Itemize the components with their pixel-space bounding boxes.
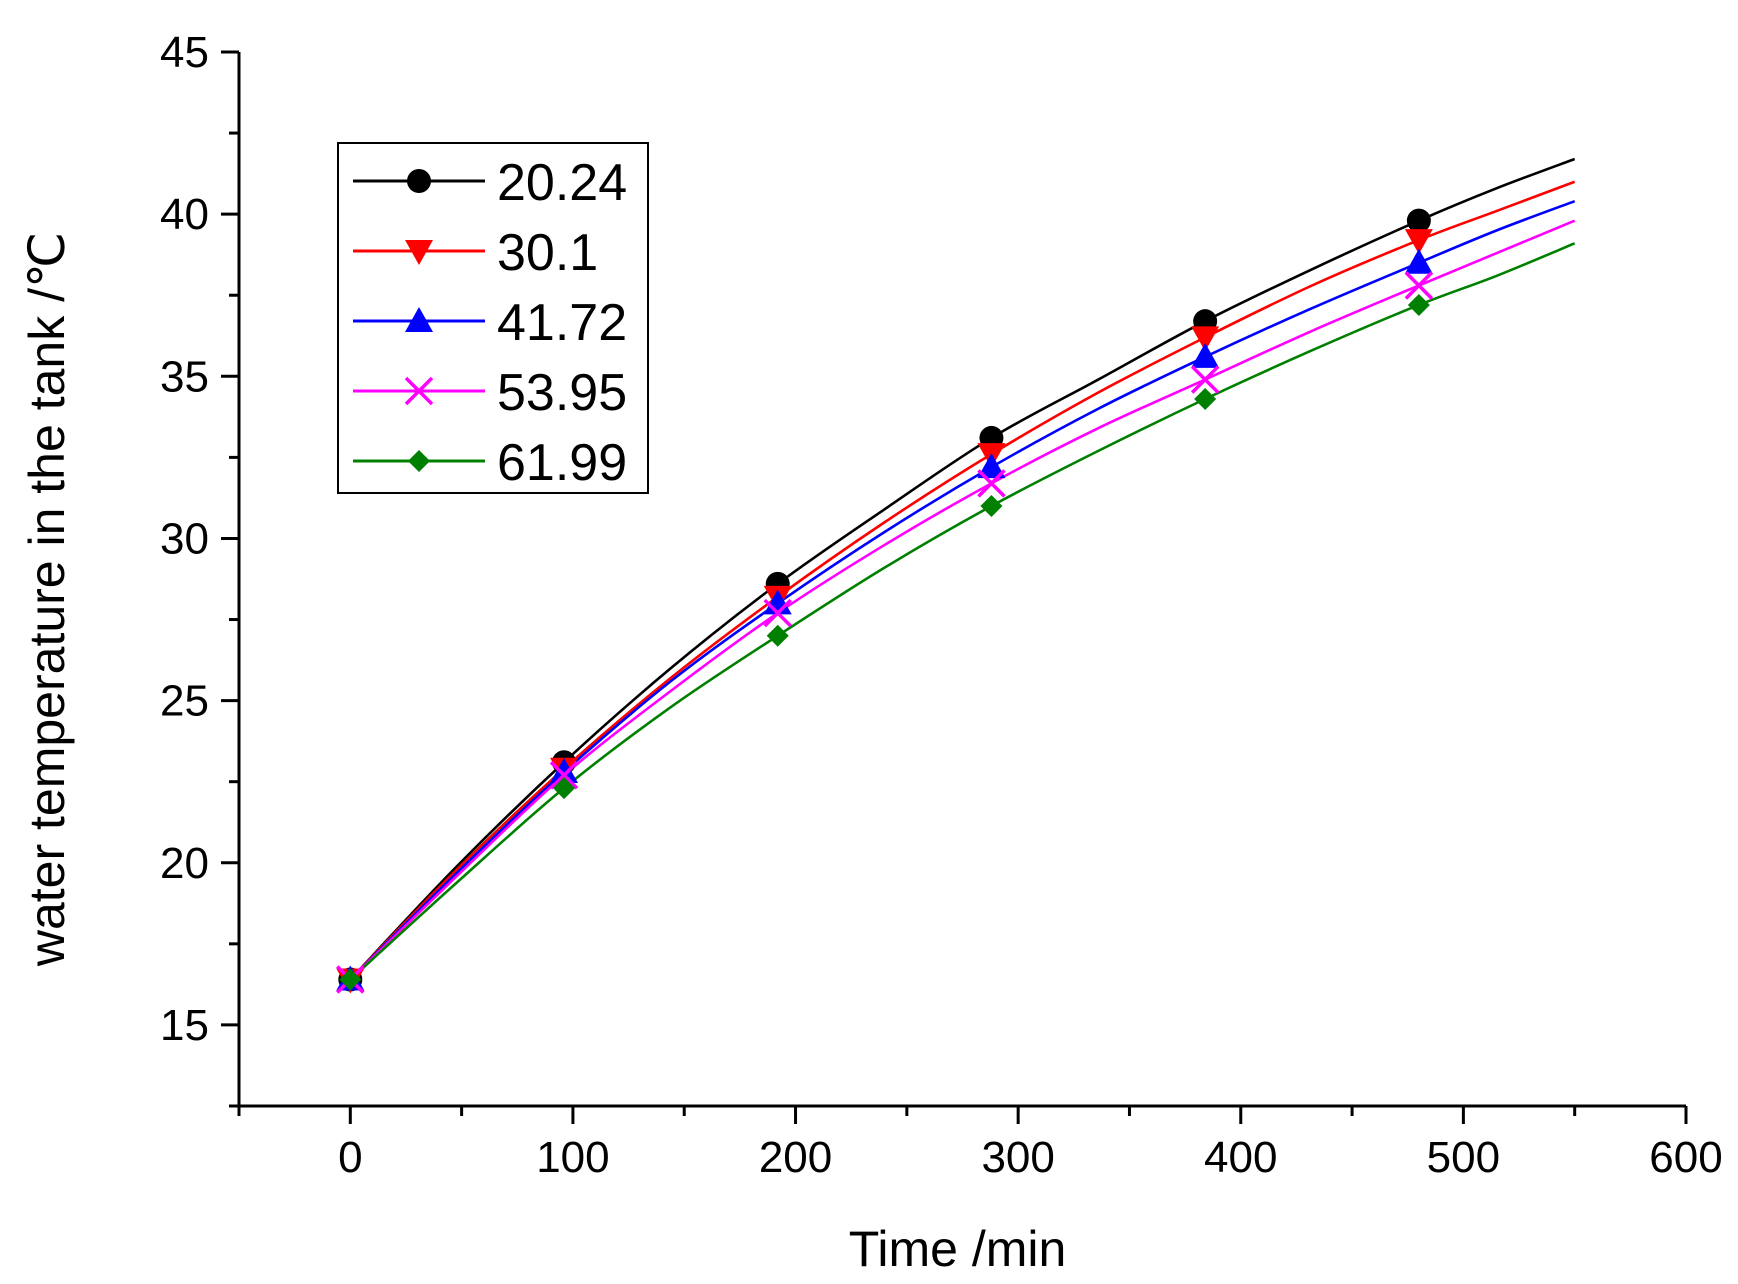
legend-label: 20.24 xyxy=(497,154,627,212)
legend-label: 61.99 xyxy=(497,434,627,492)
x-tick-label: 200 xyxy=(759,1133,832,1182)
x-tick-label: 100 xyxy=(536,1133,609,1182)
data-point-61.99 xyxy=(339,968,362,991)
data-point-53.95 xyxy=(763,598,792,628)
y-tick-label: 45 xyxy=(160,28,209,77)
data-point-30.1 xyxy=(1404,229,1433,255)
data-point-20.24 xyxy=(1406,208,1431,233)
legend-marker-30.1 xyxy=(405,240,433,265)
data-point-41.72 xyxy=(550,757,579,783)
series-markers xyxy=(336,208,1434,994)
legend-box xyxy=(337,142,649,494)
y-tick-label: 15 xyxy=(160,1001,209,1050)
x-tick-label: 0 xyxy=(338,1133,362,1182)
x-tick-label: 600 xyxy=(1649,1133,1722,1182)
data-point-53.95 xyxy=(1190,365,1220,394)
axes: 15 20 25 30 35 40 45 0 100 200 300 400 500 600 xyxy=(160,28,1723,1182)
legend-label: 41.72 xyxy=(497,294,627,352)
data-point-53.95 xyxy=(549,760,579,790)
series-line-61.99 xyxy=(349,242,1576,981)
x-axis-title: Time /min xyxy=(849,1221,1067,1277)
series-line-53.95 xyxy=(349,219,1576,981)
legend-label: 53.95 xyxy=(497,364,627,422)
data-point-41.72 xyxy=(977,453,1006,479)
x-tick-label: 500 xyxy=(1427,1133,1500,1182)
y-tick-label: 25 xyxy=(160,677,209,726)
series-line-30.1 xyxy=(349,180,1576,981)
data-point-61.99 xyxy=(766,624,789,647)
series-curves xyxy=(349,157,1576,981)
series-line-41.72 xyxy=(349,199,1576,981)
legend-marker-61.99 xyxy=(408,450,430,472)
y-tick-label: 35 xyxy=(160,352,209,401)
legend-marker-20.24 xyxy=(407,169,431,193)
legend-marker-53.95 xyxy=(404,376,434,406)
data-point-61.99 xyxy=(980,495,1003,518)
legend-label: 30.1 xyxy=(497,224,598,282)
data-point-41.72 xyxy=(1404,248,1433,274)
series-line-20.24 xyxy=(349,157,1576,981)
data-point-61.99 xyxy=(553,777,576,800)
data-point-53.95 xyxy=(1404,271,1434,300)
y-tick-label: 40 xyxy=(160,190,209,239)
legend: 20.24 30.1 41.72 53.95 61.99 xyxy=(337,142,649,494)
y-tick-label: 30 xyxy=(160,514,209,563)
data-point-30.1 xyxy=(1191,326,1220,352)
data-point-53.95 xyxy=(977,469,1006,498)
data-point-61.99 xyxy=(1194,388,1217,411)
y-tick-label: 20 xyxy=(160,839,209,888)
data-point-61.99 xyxy=(1407,293,1430,316)
x-tick-label: 300 xyxy=(981,1133,1054,1182)
y-axis-title: water temperature in the tank /℃ xyxy=(19,232,75,967)
legend-marker-41.72 xyxy=(405,307,433,332)
data-point-41.72 xyxy=(1191,342,1220,368)
x-tick-label: 400 xyxy=(1204,1133,1277,1182)
